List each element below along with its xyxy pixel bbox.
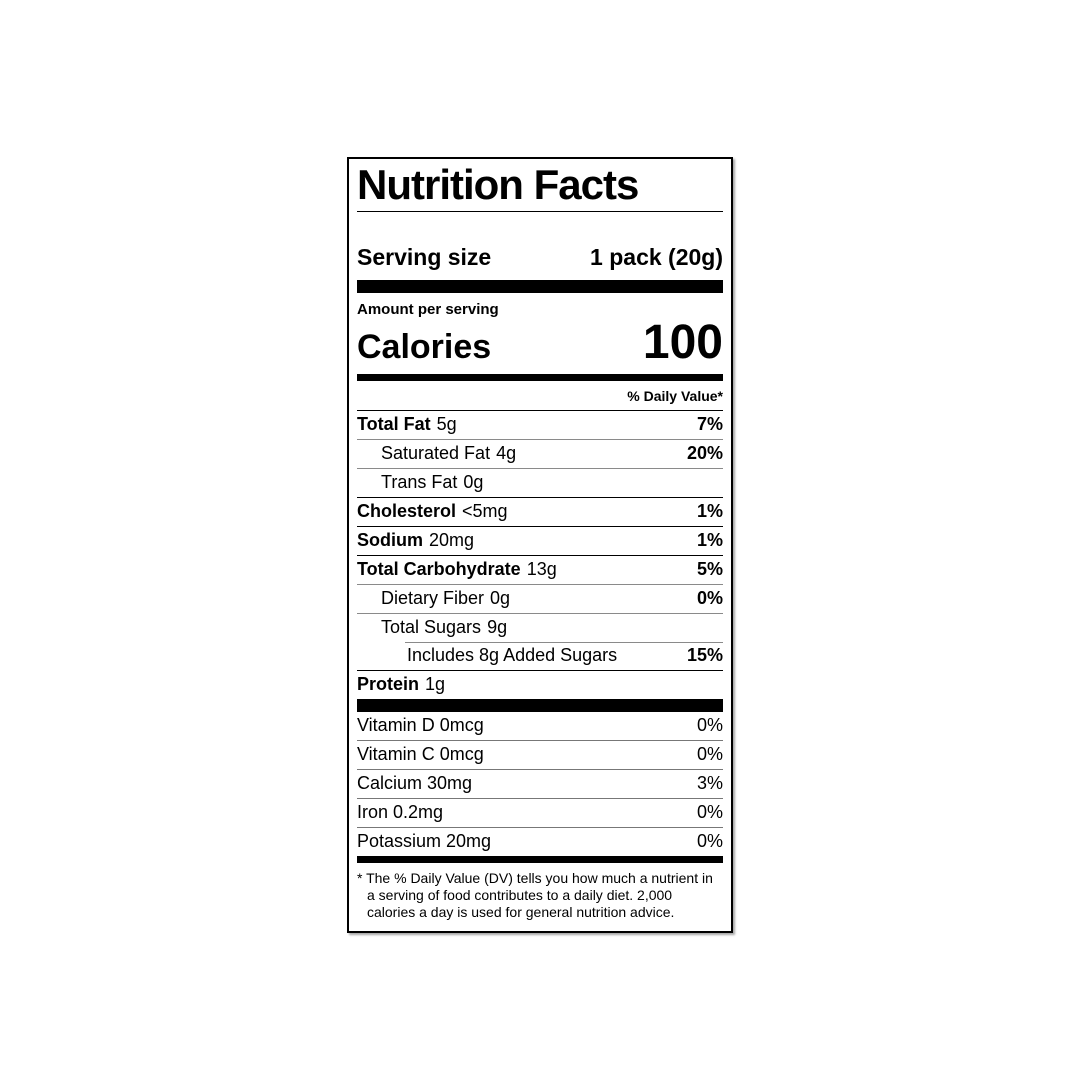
nutrient-row: Total Fat 5g 7% [357, 409, 723, 439]
nutrient-row: Dietary Fiber 0g 0% [357, 583, 723, 613]
vitamin-name: Potassium 20mg [357, 830, 492, 851]
nutrient-name: Saturated Fat [381, 442, 491, 463]
vitamin-daily-value: 0% [696, 801, 723, 822]
nutrient-name: Dietary Fiber [381, 587, 485, 608]
nutrient-row: Protein 1g [357, 669, 723, 699]
nutrient-amount: 4g [496, 442, 517, 463]
nutrient-daily-value: 7% [696, 413, 723, 434]
nutrient-name: Total Sugars [381, 616, 482, 637]
nutrient-row: Total Carbohydrate 13g 5% [357, 554, 723, 584]
vitamin-daily-value: 0% [696, 830, 723, 851]
serving-size-label: Serving size [357, 244, 492, 271]
nutrient-row: Includes 8g Added Sugars 15% [357, 641, 723, 670]
divider-bar-thick-top [357, 280, 723, 294]
vitamin-daily-value: 0% [696, 714, 723, 735]
serving-size-row: Serving size 1 pack (20g) [357, 244, 723, 280]
nutrient-amount: 0g [490, 587, 511, 608]
nutrient-name: Total Fat [357, 413, 431, 434]
nutrient-name: Protein [357, 673, 420, 694]
nutrient-name: Cholesterol [357, 500, 457, 521]
nutrient-daily-value: 1% [696, 500, 723, 521]
nutrient-row: Cholesterol <5mg 1% [357, 496, 723, 526]
vitamin-name: Calcium 30mg [357, 772, 473, 793]
vitamin-name: Vitamin D 0mcg [357, 714, 484, 735]
nutrient-amount: 20mg [429, 529, 475, 550]
serving-size-value: 1 pack (20g) [590, 244, 723, 271]
divider-bar-medium-calories [357, 373, 723, 381]
nutrient-row: Sodium 20mg 1% [357, 525, 723, 555]
vitamin-name: Iron 0.2mg [357, 801, 444, 822]
footnote: * The % Daily Value (DV) tells you how m… [357, 863, 723, 921]
vitamin-row: Calcium 30mg 3% [357, 768, 723, 798]
nutrient-name: Total Carbohydrate [357, 558, 521, 579]
nutrient-amount: <5mg [462, 500, 508, 521]
nutrient-daily-value: 15% [686, 644, 723, 665]
nutrient-daily-value: 5% [696, 558, 723, 579]
nutrient-daily-value: 20% [686, 442, 723, 463]
vitamin-row: Iron 0.2mg 0% [357, 797, 723, 827]
amount-per-serving-label: Amount per serving [357, 301, 499, 319]
footnote-asterisk: * [357, 869, 363, 886]
vitamin-daily-value: 3% [696, 772, 723, 793]
label-title: Nutrition Facts [357, 161, 723, 213]
nutrition-facts-label: Nutrition Facts Serving size 1 pack (20g… [347, 157, 733, 933]
nutrient-amount: 9g [487, 616, 508, 637]
divider-bar-thick-vitamins [357, 698, 723, 712]
vitamin-row: Potassium 20mg 0% [357, 826, 723, 856]
nutrient-amount: 1g [425, 673, 446, 694]
footnote-text: The % Daily Value (DV) tells you how muc… [366, 869, 713, 920]
daily-value-header: % Daily Value* [627, 387, 723, 404]
nutrient-daily-value: 1% [696, 529, 723, 550]
calories-label: Calories [357, 327, 492, 366]
vitamin-rows: Vitamin D 0mcg 0% Vitamin C 0mcg 0% Calc… [357, 712, 723, 856]
nutrient-amount: 0g [463, 471, 484, 492]
nutrient-name: Trans Fat [381, 471, 458, 492]
nutrient-daily-value: 0% [696, 587, 723, 608]
nutrient-row: Saturated Fat 4g 20% [357, 438, 723, 468]
nutrient-amount: 13g [526, 558, 557, 579]
calories-value: 100 [642, 315, 723, 369]
nutrient-amount: 5g [436, 413, 457, 434]
vitamin-daily-value: 0% [696, 743, 723, 764]
nutrient-row: Trans Fat 0g [357, 467, 723, 497]
nutrient-name: Includes 8g Added Sugars [407, 644, 618, 665]
nutrient-row: Total Sugars 9g [357, 612, 723, 642]
vitamin-row: Vitamin C 0mcg 0% [357, 739, 723, 769]
vitamin-name: Vitamin C 0mcg [357, 743, 484, 764]
nutrient-name: Sodium [357, 529, 423, 550]
nutrient-rows: Total Fat 5g 7% Saturated Fat 4g 20% Tra… [357, 409, 723, 699]
calories-row: Calories 100 [357, 315, 723, 374]
divider-bar-medium-footnote [357, 855, 723, 863]
vitamin-row: Vitamin D 0mcg 0% [357, 712, 723, 740]
